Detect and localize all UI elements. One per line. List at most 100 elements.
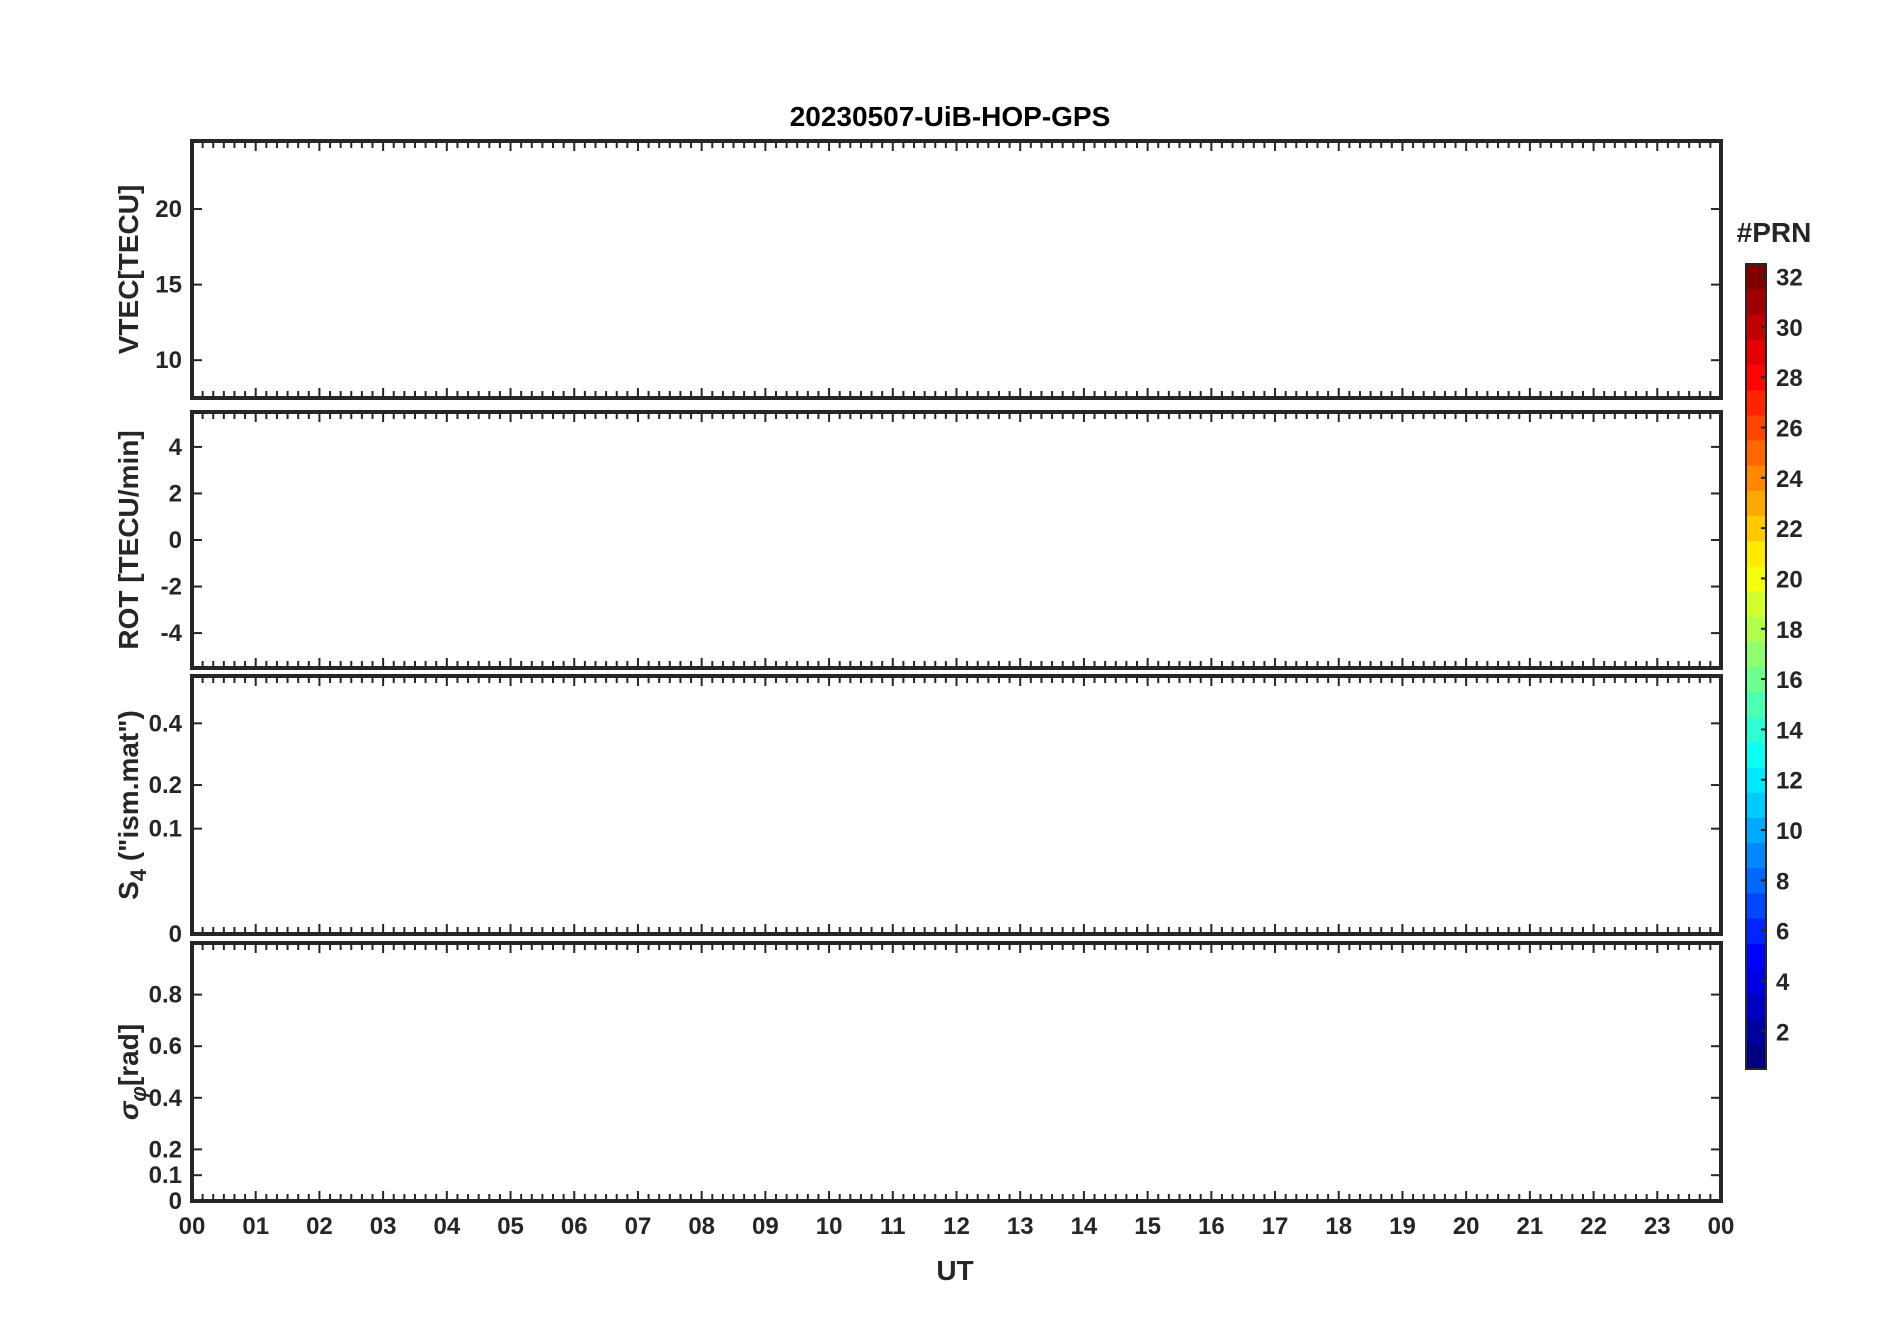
y-tick-label: 20 — [155, 196, 182, 223]
y-tick-label: 0.2 — [149, 1136, 182, 1163]
x-tick-label: 18 — [1325, 1213, 1352, 1240]
colorbar-tick-label: 26 — [1776, 416, 1803, 443]
colorbar-swatch — [1746, 842, 1766, 869]
x-tick-label: 09 — [752, 1213, 779, 1240]
colorbar-swatch — [1746, 389, 1766, 416]
y-axis-label-s4: S4 ("ism.mat") — [113, 710, 151, 900]
x-tick-label: 08 — [688, 1213, 715, 1240]
colorbar-tick-label: 32 — [1776, 265, 1803, 292]
colorbar-swatch — [1746, 943, 1766, 969]
x-tick-label: 12 — [943, 1213, 970, 1240]
x-axis-label: UT — [936, 1255, 973, 1286]
x-tick-label: 14 — [1071, 1213, 1098, 1240]
x-tick-label: 06 — [561, 1213, 588, 1240]
colorbar-swatch — [1746, 993, 1766, 1020]
colorbar-tick-label: 24 — [1776, 466, 1803, 493]
x-tick-label: 16 — [1198, 1213, 1225, 1240]
colorbar-tick-label: 20 — [1776, 566, 1803, 593]
y-tick-label: 0.2 — [149, 772, 182, 799]
colorbar-tick-label: 2 — [1776, 1019, 1789, 1046]
x-tick-label: 17 — [1262, 1213, 1289, 1240]
colorbar-tick-label: 10 — [1776, 818, 1803, 845]
colorbar-tick-label: 18 — [1776, 617, 1803, 644]
colorbar-swatch — [1746, 364, 1766, 391]
y-tick-label: 0.6 — [149, 1033, 182, 1060]
y-tick-label: 0.4 — [149, 1085, 183, 1112]
colorbar-swatch — [1746, 289, 1766, 315]
colorbar-swatch — [1746, 767, 1766, 793]
x-tick-label: 03 — [370, 1213, 397, 1240]
y-tick-label: 2 — [169, 480, 182, 507]
x-tick-labels: 00 01 02 03 04 05 06 07 08 09 10 11 12 13 14 15 16 17 18 19… — [179, 1213, 1735, 1240]
y-tick-label: 0.1 — [149, 1162, 182, 1189]
x-tick-label: 19 — [1389, 1213, 1416, 1240]
x-tick-label: 00 — [1708, 1213, 1735, 1240]
colorbar-swatch — [1746, 1018, 1766, 1045]
colorbar-swatch — [1746, 666, 1766, 693]
x-tick-label: 15 — [1134, 1213, 1161, 1240]
x-tick-label: 21 — [1517, 1213, 1544, 1240]
x-tick-label: 01 — [242, 1213, 269, 1240]
y-axis-label-sigma: σφ[rad] — [113, 1024, 151, 1120]
colorbar-swatch — [1746, 817, 1766, 844]
y-tick-label: 0 — [169, 1188, 182, 1215]
colorbar-swatch — [1746, 616, 1766, 642]
chart-title: 20230507-UiB-HOP-GPS — [790, 101, 1111, 132]
colorbar-swatch — [1746, 1043, 1766, 1070]
colorbar-swatch — [1746, 918, 1766, 944]
x-tick-label: 10 — [816, 1213, 843, 1240]
colorbar-swatch — [1746, 741, 1766, 768]
colorbar-swatch — [1746, 339, 1766, 366]
colorbar-swatch — [1746, 440, 1766, 466]
y-tick-label: 10 — [155, 347, 182, 374]
x-tick-label: 23 — [1644, 1213, 1671, 1240]
y-tick-label: 15 — [155, 272, 182, 299]
y-axis-label-rot: ROT [TECU/min] — [113, 430, 144, 649]
panel-rot: -4 -2 0 2 4 ROT [TECU/min] — [113, 410, 1723, 670]
colorbar-swatch — [1746, 264, 1766, 290]
y-tick-label: -2 — [161, 574, 182, 601]
colorbar-swatch — [1746, 641, 1766, 667]
y-tick-label: 0.1 — [149, 816, 182, 843]
colorbar-tick-label: 12 — [1776, 768, 1803, 795]
panel-sigma: 00.10.2 0.4 0.6 0.8 σφ[rad] — [113, 941, 1723, 1215]
colorbar-tick-label: 22 — [1776, 516, 1803, 543]
colorbar-swatch — [1746, 414, 1766, 441]
colorbar-tick-label: 30 — [1776, 315, 1803, 342]
x-tick-label: 13 — [1007, 1213, 1034, 1240]
x-tick-label: 07 — [625, 1213, 652, 1240]
y-tick-label: -4 — [161, 620, 183, 647]
y-tick-label: 0 — [169, 527, 182, 554]
colorbar-swatch — [1746, 716, 1766, 743]
colorbar-swatch — [1746, 565, 1766, 592]
colorbar-swatch — [1746, 490, 1766, 517]
colorbar-swatch — [1746, 968, 1766, 995]
panel-s4: 0 0.1 0.2 0.4S4 ("ism.mat") — [113, 674, 1723, 948]
colorbar-swatch — [1746, 314, 1766, 340]
colorbar-swatch — [1746, 867, 1766, 894]
colorbar-tick-label: 4 — [1776, 969, 1790, 996]
colorbar-label: #PRN — [1737, 217, 1812, 248]
x-tick-label: 11 — [880, 1213, 905, 1240]
x-tick-label: 02 — [306, 1213, 333, 1240]
y-axis-label-vtec: VTEC[TECU] — [113, 185, 144, 355]
colorbar-swatch — [1746, 465, 1766, 491]
colorbar-tick-label: 16 — [1776, 667, 1803, 694]
x-tick-label: 22 — [1580, 1213, 1607, 1240]
x-tick-label: 00 — [179, 1213, 206, 1240]
x-tick-label: 20 — [1453, 1213, 1480, 1240]
colorbar-swatch — [1746, 792, 1766, 818]
colorbar-swatch — [1746, 591, 1766, 617]
y-tick-label: 0.4 — [149, 710, 183, 737]
x-tick-label: 05 — [497, 1213, 524, 1240]
colorbar-tick-label: 14 — [1776, 717, 1803, 744]
colorbar-swatch — [1746, 515, 1766, 542]
colorbar-tick-label: 28 — [1776, 365, 1803, 392]
panel-vtec: 10 15 20 VTEC[TECU] — [113, 139, 1723, 400]
colorbar-swatch — [1746, 691, 1766, 718]
x-tick-label: 04 — [433, 1213, 460, 1240]
y-tick-label: 4 — [169, 434, 183, 461]
colorbar-swatch — [1746, 892, 1766, 919]
